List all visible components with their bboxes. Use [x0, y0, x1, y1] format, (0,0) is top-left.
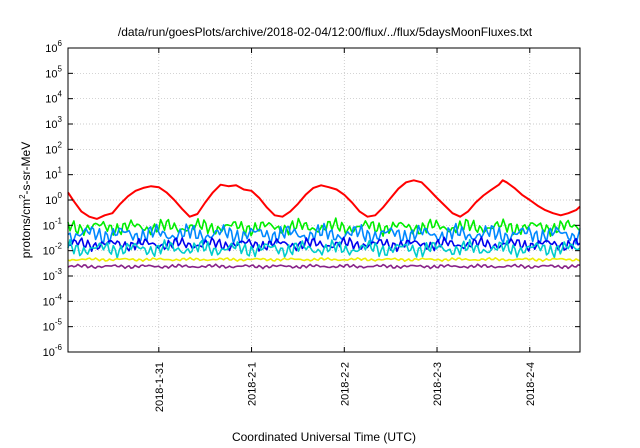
y-tick-label: 100	[45, 191, 62, 207]
series-group	[67, 179, 581, 270]
series-line-1	[67, 217, 581, 237]
y-tick-label: 10-6	[43, 343, 63, 359]
y-tick-label: 10-1	[43, 216, 63, 232]
y-tick-label: 10-2	[43, 242, 63, 258]
y-tick-label: 106	[45, 39, 62, 55]
grid	[68, 48, 580, 352]
y-tick-label: 103	[45, 115, 62, 131]
y-tick-label: 105	[45, 64, 62, 80]
x-tick-label: 2018-2-1	[247, 362, 259, 406]
y-tick-label: 101	[45, 166, 62, 182]
y-tick-label: 102	[45, 140, 62, 156]
series-line-2	[67, 222, 581, 246]
series-line-6	[67, 263, 581, 270]
y-tick-label: 10-3	[43, 267, 63, 283]
x-axis-label: Coordinated Universal Time (UTC)	[232, 430, 416, 444]
y-tick-label: 10-4	[43, 292, 63, 308]
x-tick-label: 2018-2-4	[525, 362, 537, 406]
y-tick-label: 104	[45, 90, 62, 106]
y-tick-label: 10-5	[43, 318, 63, 334]
x-axis: 2018-1-31 2018-2-1 2018-2-2 2018-2-3 2018-2-…	[154, 48, 537, 412]
series-line-5	[67, 256, 581, 262]
x-tick-label: 2018-2-3	[432, 362, 444, 406]
y-axis: 10-6 10-5 10-4 10-3 10-2 10-1 100 101 102 103 104 1…	[43, 39, 580, 359]
y-axis-label: protons/cm2-s-sr-MeV	[18, 142, 33, 258]
x-tick-label: 2018-2-2	[339, 362, 351, 406]
series-line-0	[67, 179, 581, 220]
chart-title: /data/run/goesPlots/archive/2018-02-04/1…	[118, 25, 533, 39]
x-tick-label: 2018-1-31	[154, 362, 166, 412]
series-line-4	[67, 238, 581, 259]
